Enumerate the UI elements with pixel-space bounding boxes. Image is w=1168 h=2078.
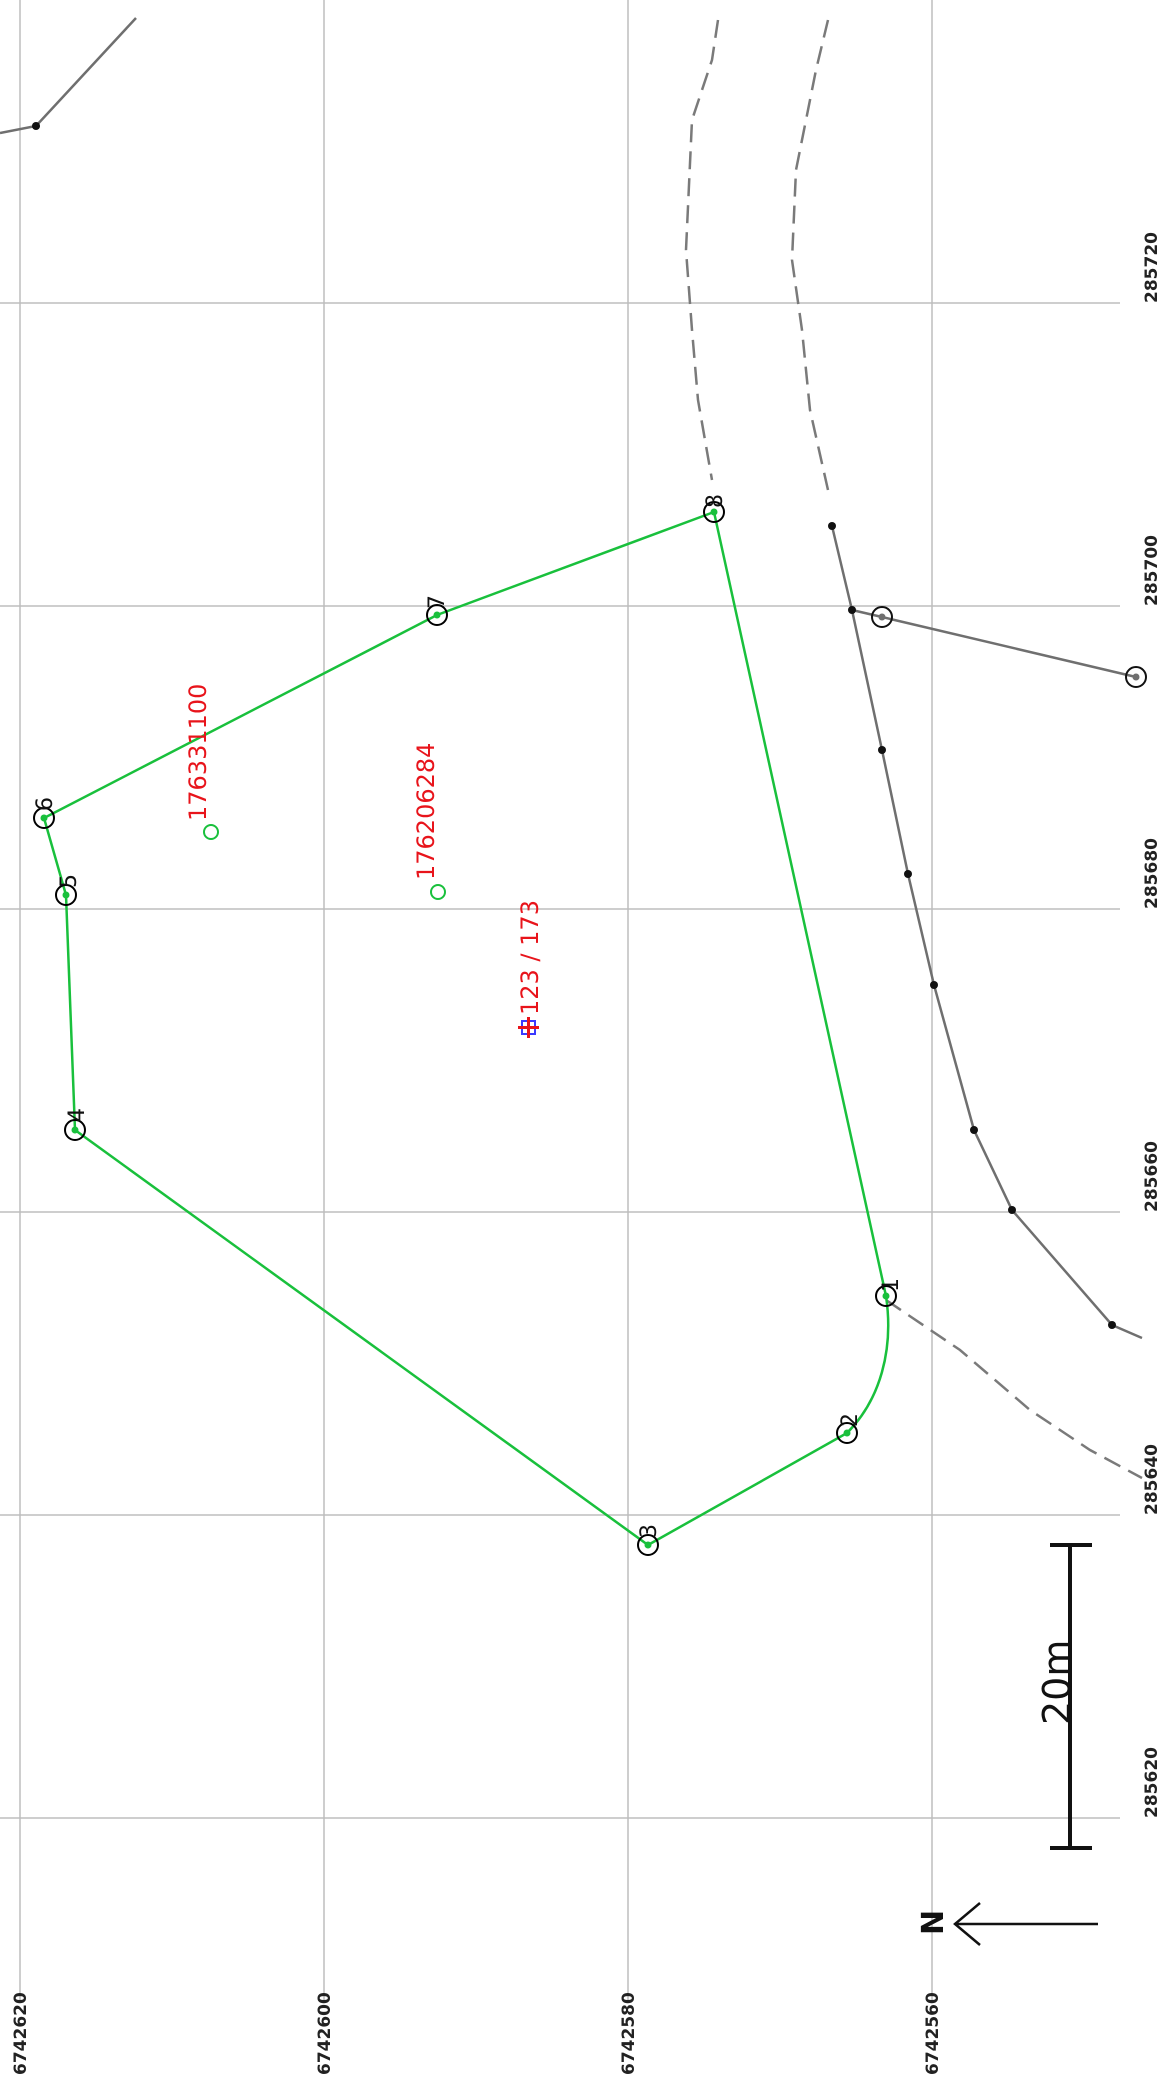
vertex-2[interactable] [836, 1422, 858, 1444]
vertex-label-5: 5 [57, 874, 82, 888]
neighbor-node [1008, 1206, 1016, 1214]
road-edge-left [684, 19, 720, 481]
neighbor-node [1108, 1321, 1116, 1329]
property-marker-icon[interactable] [518, 1017, 539, 1038]
parcel-point-a[interactable] [203, 824, 219, 840]
northing-label: 6742600 [315, 1992, 335, 2075]
road-edge-right [790, 19, 830, 491]
road-edge-lower [885, 1298, 1143, 1480]
neighbor-survey-marker-dots [878, 613, 1140, 681]
property-id-label: 123 / 173 [516, 900, 544, 1015]
neighbor-marker-dot [1132, 673, 1140, 681]
easting-label: 285720 [1142, 232, 1162, 303]
vertex-6[interactable] [33, 807, 55, 829]
neighbor-node [32, 122, 40, 130]
neighbor-node [848, 606, 856, 614]
vertex-label-3: 3 [637, 1524, 662, 1538]
easting-axis-labels: 285620 285640 285660 285680 285700 28572… [1142, 232, 1162, 1818]
easting-label: 285620 [1142, 1747, 1162, 1818]
neighbor-marker-ring [1125, 666, 1147, 688]
vertex-label-4: 4 [65, 1108, 90, 1122]
neighbor-marker-dot [878, 613, 886, 621]
neighbor-survey-markers [871, 606, 1147, 688]
scale-bar-label: 20m [1035, 1640, 1079, 1725]
easting-label: 285680 [1142, 838, 1162, 909]
northing-axis-labels: 6742560 6742580 6742600 6742620 [11, 1992, 943, 2075]
grid-horizontal-lines [0, 302, 1120, 1819]
easting-label: 285700 [1142, 535, 1162, 606]
parcel-label-a: 176331100 [184, 684, 212, 821]
vertex-label-2: 2 [838, 1413, 863, 1427]
neighbor-node [878, 746, 886, 754]
neighbor-node [904, 870, 912, 878]
neighbor-node [930, 981, 938, 989]
vertex-1[interactable] [875, 1285, 897, 1307]
scale-bar [1050, 1543, 1092, 1850]
northing-label: 6742620 [11, 1992, 31, 2075]
neighbor-nodes [32, 122, 1116, 1329]
vertex-labels: 1 2 3 4 5 6 7 8 [33, 494, 904, 1538]
vertex-label-8: 8 [703, 494, 728, 508]
vertex-label-6: 6 [33, 797, 58, 811]
northing-label: 6742580 [619, 1992, 639, 2075]
parcel-point-b[interactable] [430, 884, 446, 900]
neighbor-node [828, 522, 836, 530]
parcel-label-b: 176206284 [412, 743, 440, 880]
neighbor-marker-ring [871, 606, 893, 628]
north-label: N [916, 1910, 951, 1935]
vertex-4[interactable] [64, 1119, 86, 1141]
north-arrow-icon [953, 1902, 1098, 1946]
neighbor-line-right [830, 525, 1143, 1340]
northing-label: 6742560 [923, 1992, 943, 2075]
neighbor-node [970, 1126, 978, 1134]
vertex-8[interactable] [703, 501, 725, 523]
vertex-label-7: 7 [425, 595, 450, 609]
neighbor-lines [0, 17, 1143, 1340]
property-boundary[interactable] [42, 510, 890, 1547]
road-edges [684, 19, 1143, 1480]
vertex-5[interactable] [55, 884, 77, 906]
easting-label: 285640 [1142, 1444, 1162, 1515]
grid-vertical-lines [19, 0, 933, 2000]
vertex-label-1: 1 [879, 1278, 904, 1292]
neighbor-line-spur [851, 608, 1137, 679]
vertex-7[interactable] [426, 604, 448, 626]
parcel-labels: 176331100 176206284 123 / 173 [184, 684, 544, 1038]
boundary-vertices [33, 501, 897, 1556]
easting-label: 285660 [1142, 1141, 1162, 1212]
vertex-3[interactable] [637, 1534, 659, 1556]
